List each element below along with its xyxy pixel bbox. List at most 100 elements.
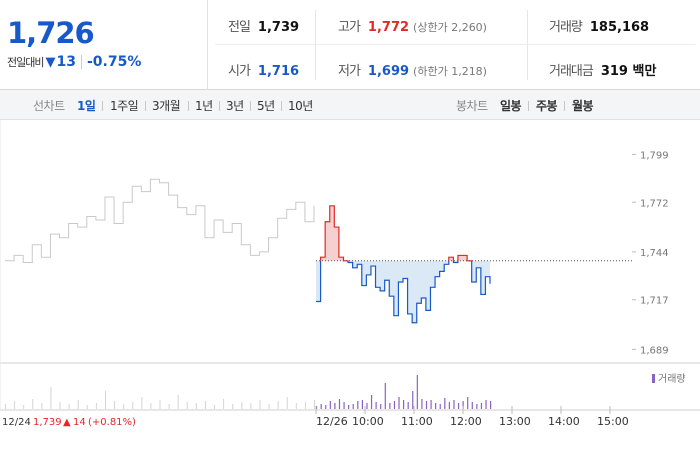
volume-bars [5, 375, 492, 409]
volume-bar-today [407, 402, 409, 409]
period-3y-button[interactable]: 3년 [226, 99, 244, 113]
volume-bar-today [467, 397, 469, 409]
down-arrow-icon: ▼ [45, 54, 56, 70]
change-label: 전일대비 [7, 56, 44, 69]
y-tick-label: 1,799 [640, 150, 669, 161]
stat-label: 전일 [228, 20, 251, 35]
divider [188, 101, 189, 111]
stat-label: 고가 [338, 20, 361, 35]
price-chart[interactable]: 1,799 1,772 1,744 1,717 1,689 거래량 12/26 10:00… [0, 120, 700, 450]
stat-value: 1,772 [367, 20, 410, 35]
divider [527, 10, 528, 80]
stat-open: 시가 1,716 [228, 60, 299, 79]
volume-bar-today [325, 405, 327, 409]
period-5y-button[interactable]: 5년 [257, 99, 275, 113]
volume-bar-previous [86, 405, 88, 409]
volume-bar-today [490, 401, 492, 409]
volume-bar-today [412, 391, 414, 409]
volume-bar-previous [268, 404, 270, 409]
volume-bar-previous [150, 403, 152, 409]
x-tick-label: 12/26 [316, 415, 348, 428]
volume-bar-today [444, 398, 446, 409]
below-reference-fill [316, 260, 490, 323]
volume-bar-previous [32, 399, 34, 409]
previous-day-change-percent: (+0.81%) [88, 417, 136, 428]
period-3m-button[interactable]: 3개월 [152, 99, 181, 113]
candle-monthly-button[interactable]: 월봉 [572, 99, 594, 113]
volume-bar-today [370, 395, 373, 409]
x-tick-label: 11:00 [401, 415, 433, 428]
stat-value: 185,168 [589, 20, 650, 35]
period-1y-button[interactable]: 1년 [195, 99, 213, 113]
volume-bar-today [320, 404, 322, 409]
volume-bar-today [384, 383, 386, 409]
today-fill-area [316, 205, 490, 323]
volume-bar-previous [104, 391, 106, 409]
divider [315, 10, 316, 80]
volume-bar-previous [304, 402, 306, 409]
lower-limit: (하한가 1,218) [413, 65, 487, 78]
change-row: 전일대비 ▼ 13 -0.75% [7, 54, 141, 70]
volume-bar-today [416, 375, 418, 409]
volume-bar-previous [250, 403, 252, 409]
volume-bar-previous [295, 403, 297, 409]
period-1d-button[interactable]: 1일 [77, 99, 96, 113]
volume-bar-today [435, 403, 437, 409]
upper-limit: (상한가 2,260) [413, 21, 487, 34]
stat-value: 1,716 [257, 64, 300, 79]
volume-bar-today [403, 400, 405, 409]
y-tick-label: 1,744 [640, 248, 669, 259]
volume-bar-today [329, 401, 331, 409]
volume-bar-previous [259, 400, 261, 409]
volume-bar-previous [132, 402, 134, 409]
volume-bar-today [430, 400, 432, 409]
volume-bar-previous [241, 402, 243, 409]
x-tick-label: 14:00 [548, 415, 580, 428]
stat-prev-close: 전일 1,739 [228, 16, 299, 35]
candle-daily-button[interactable]: 일봉 [500, 99, 522, 113]
volume-bar-today [361, 400, 363, 409]
volume-bar-today [425, 401, 428, 409]
divider [528, 101, 529, 111]
volume-bar-previous [77, 400, 79, 409]
volume-bar-today [421, 399, 423, 409]
change-percent: -0.75% [86, 54, 142, 70]
change-value: 13 [56, 54, 76, 70]
previous-day-date: 12/24 [2, 417, 31, 428]
candle-weekly-button[interactable]: 주봉 [536, 99, 558, 113]
chart-toolbar: 선차트 1일 1주일 3개월 1년 3년 5년 10년 봉차트 일봉 주봉 월봉 [0, 90, 700, 120]
volume-bar-previous [5, 404, 6, 409]
stat-label: 거래대금 [549, 64, 594, 79]
volume-bar-previous [114, 401, 116, 409]
volume-bar-previous [186, 402, 188, 409]
volume-bar-today [366, 403, 368, 409]
volume-bar-previous [159, 400, 161, 409]
divider [281, 101, 282, 111]
stat-label: 거래량 [549, 20, 583, 35]
divider [564, 101, 565, 111]
divider [80, 55, 82, 69]
volume-bar-today [453, 400, 455, 409]
divider [145, 101, 146, 111]
volume-bar-previous [41, 403, 43, 409]
divider [102, 101, 103, 111]
period-1w-button[interactable]: 1주일 [110, 99, 139, 113]
stat-value: 319 백만 [600, 64, 657, 79]
volume-bar-today [471, 402, 473, 409]
volume-bar-today [380, 404, 382, 409]
period-10y-button[interactable]: 10년 [288, 99, 313, 113]
previous-day-change: 14 [73, 417, 86, 428]
stat-turnover: 거래대금 319 백만 [549, 60, 656, 79]
today-line-down [316, 260, 491, 324]
previous-day-summary: 12/24 1,739 ▲ 14 (+0.81%) [2, 417, 136, 428]
previous-day-line [5, 178, 315, 264]
volume-bar-today [462, 401, 464, 409]
volume-legend-swatch [652, 374, 655, 383]
volume-bar-today [352, 404, 354, 409]
volume-bar-previous [204, 401, 206, 409]
volume-bar-today [457, 403, 460, 409]
volume-bar-previous [95, 403, 97, 409]
volume-bar-today [398, 397, 400, 409]
quote-header: 1,726 전일대비 ▼ 13 -0.75% 전일 1,739 고가 1,772… [0, 0, 700, 90]
volume-bar-previous [286, 397, 288, 409]
